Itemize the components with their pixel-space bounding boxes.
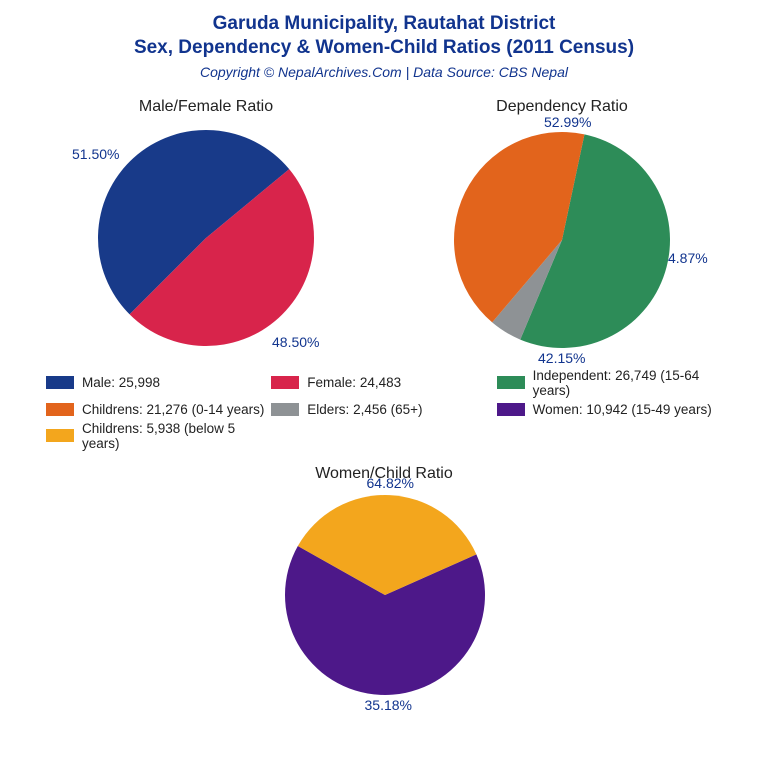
chart-dependency: Dependency Ratio 52.99%4.87%42.15% [432, 98, 692, 358]
legend-label: Male: 25,998 [82, 375, 160, 390]
legend-swatch [271, 403, 299, 416]
chart1-title: Male/Female Ratio [139, 98, 273, 116]
pct-label-male: 51.50% [72, 146, 119, 162]
legend-swatch [46, 429, 74, 442]
legend-item-3: Childrens: 21,276 (0-14 years) [46, 402, 271, 417]
legend: Male: 25,998 Female: 24,483 Independent: 2… [0, 358, 768, 455]
title-line1: Garuda Municipality, Rautahat District [0, 12, 768, 36]
legend-item-5: Women: 10,942 (15-49 years) [497, 402, 722, 417]
legend-swatch [46, 376, 74, 389]
top-charts-row: Male/Female Ratio 51.50%48.50% Dependenc… [0, 98, 768, 358]
pct-label-childrens_u5: 35.18% [365, 697, 412, 713]
chart1-canvas: 51.50%48.50% [76, 118, 336, 353]
chart-male-female: Male/Female Ratio 51.50%48.50% [76, 98, 336, 358]
chart-women-child: Women/Child Ratio 64.82%35.18% [257, 465, 512, 706]
legend-swatch [497, 376, 525, 389]
pct-label-independent: 52.99% [544, 114, 591, 130]
legend-item-2: Independent: 26,749 (15-64 years) [497, 368, 722, 398]
legend-item-1: Female: 24,483 [271, 368, 496, 398]
legend-item-0: Male: 25,998 [46, 368, 271, 398]
chart3-canvas: 64.82%35.18% [257, 481, 512, 706]
legend-label: Childrens: 21,276 (0-14 years) [82, 402, 264, 417]
legend-swatch [497, 403, 525, 416]
pct-label-elders: 4.87% [668, 250, 708, 266]
bottom-chart-row: Women/Child Ratio 64.82%35.18% [0, 465, 768, 706]
pct-label-women: 64.82% [367, 475, 414, 491]
legend-label: Women: 10,942 (15-49 years) [533, 402, 712, 417]
legend-item-4: Elders: 2,456 (65+) [271, 402, 496, 417]
subtitle: Copyright © NepalArchives.Com | Data Sou… [0, 64, 768, 80]
legend-item-6: Childrens: 5,938 (below 5 years) [46, 421, 271, 451]
chart2-canvas: 52.99%4.87%42.15% [432, 118, 692, 358]
legend-label: Female: 24,483 [307, 375, 401, 390]
pct-label-female: 48.50% [272, 334, 319, 350]
pct-label-childrens: 42.15% [538, 350, 585, 366]
legend-swatch [271, 376, 299, 389]
legend-label: Independent: 26,749 (15-64 years) [533, 368, 722, 398]
legend-label: Childrens: 5,938 (below 5 years) [82, 421, 271, 451]
title-line2: Sex, Dependency & Women-Child Ratios (20… [0, 36, 768, 60]
legend-label: Elders: 2,456 (65+) [307, 402, 422, 417]
header: Garuda Municipality, Rautahat District S… [0, 0, 768, 80]
legend-swatch [46, 403, 74, 416]
